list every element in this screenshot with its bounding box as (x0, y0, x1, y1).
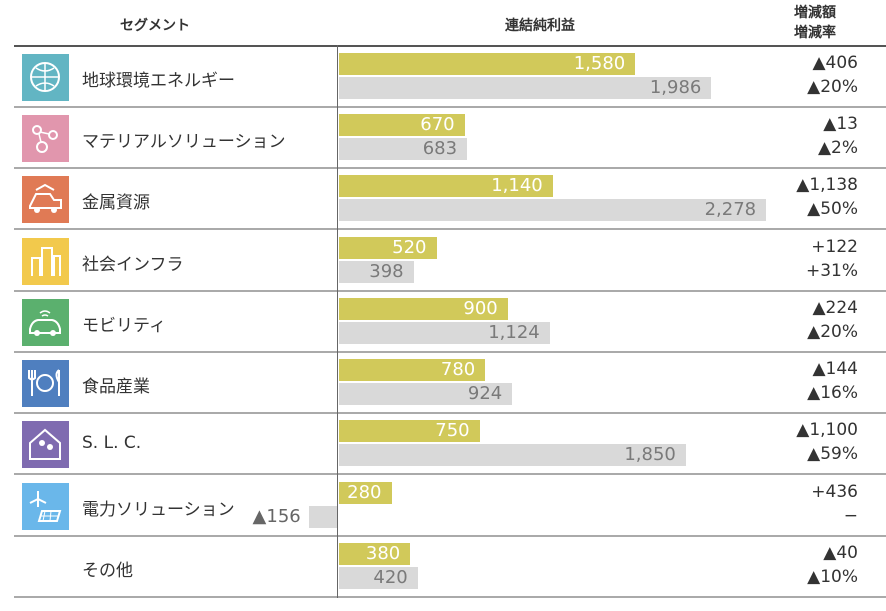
segment-name: モビリティ (82, 316, 166, 336)
bar-current: 670 (339, 114, 465, 136)
change-amount: ▲13 (823, 114, 858, 134)
change-amount: +122 (811, 237, 858, 257)
change-rate: +31% (805, 261, 858, 281)
car-icon (22, 299, 69, 346)
bar-current: 900 (339, 298, 508, 320)
bar-prior-label: ▲156 (252, 506, 301, 527)
bar-current-label: 280 (347, 482, 382, 503)
bar-prior: 924 (339, 383, 513, 405)
change-rate: ▲50% (807, 199, 858, 219)
change-rate: ▲59% (807, 444, 858, 464)
change-amount: ▲406 (812, 53, 858, 73)
bar-prior-label: 1,124 (488, 322, 540, 343)
segment-name: 金属資源 (82, 193, 150, 213)
segment-name: 地球環境エネルギー (82, 71, 235, 91)
segment-row: 金属資源 1,140 2,278 ▲1,138 ▲50% (14, 169, 886, 230)
header-change-rate: 増減率 (794, 25, 836, 41)
change-amount: ▲1,100 (796, 420, 858, 440)
mining-truck-icon (22, 176, 69, 223)
bar-prior-label: 924 (467, 383, 503, 404)
bar-prior: 1,850 (339, 444, 686, 466)
segment-row: マテリアルソリューション 670 683 ▲13 ▲2% (14, 108, 886, 169)
people-home-icon (22, 421, 69, 468)
bar-current-label: 1,580 (573, 53, 626, 74)
segment-row: 地球環境エネルギー 1,580 1,986 ▲406 ▲20% (14, 47, 886, 108)
segment-name: マテリアルソリューション (82, 132, 286, 152)
bar-current: 1,580 (339, 53, 636, 75)
bar-prior: 2,278 (339, 199, 767, 221)
buildings-icon (22, 238, 69, 285)
bar-prior: 420 (339, 567, 418, 589)
segment-name: 社会インフラ (82, 255, 184, 275)
bar-prior: 1,986 (339, 77, 712, 99)
change-rate: ▲2% (817, 138, 858, 158)
bar-current: 750 (339, 420, 480, 442)
segment-name: 食品産業 (82, 377, 150, 397)
bar-prior: 1,124 (339, 322, 550, 344)
bar-current-label: 670 (420, 114, 455, 135)
bar-current: 520 (339, 237, 437, 259)
zero-axis (337, 45, 338, 598)
globe-icon (22, 54, 69, 101)
segment-name: 電力ソリューション (82, 500, 235, 520)
change-rate: ▲10% (807, 567, 858, 587)
bar-prior-label: 683 (422, 138, 458, 159)
segment-row: 社会インフラ 520 398 +122 +31% (14, 231, 886, 292)
molecule-icon (22, 115, 69, 162)
bar-prior-label: 398 (369, 261, 404, 282)
header-divider (14, 45, 886, 47)
bar-current-label: 1,140 (491, 175, 543, 196)
bar-prior: 683 (339, 138, 468, 160)
bar-current-label: 780 (440, 359, 476, 380)
header-change-amount: 増減額 (794, 5, 836, 21)
segment-row: 電力ソリューション 280 ▲156 +436 − (14, 476, 886, 537)
change-rate: − (843, 506, 858, 526)
bar-prior (308, 506, 338, 528)
bar-prior-label: 1,850 (624, 444, 676, 465)
bar-current-label: 380 (365, 543, 401, 564)
change-rate: ▲20% (807, 322, 858, 342)
change-amount: ▲144 (812, 359, 858, 379)
bar-prior-label: 420 (373, 567, 408, 588)
change-rate: ▲16% (807, 383, 858, 403)
change-amount: ▲40 (823, 543, 858, 563)
bar-current-label: 750 (435, 420, 470, 441)
header-segment: セグメント (120, 18, 190, 34)
bar-current-label: 520 (392, 237, 427, 258)
bar-current: 780 (339, 359, 486, 381)
header-profit: 連結純利益 (505, 18, 575, 34)
segment-name: その他 (82, 561, 133, 581)
bar-prior-label: 2,278 (704, 199, 757, 220)
change-amount: +436 (811, 482, 858, 502)
bar-prior: 398 (339, 261, 414, 283)
wind-solar-icon (22, 483, 69, 530)
segment-name: S. L. C. (82, 433, 142, 453)
dining-icon (22, 360, 69, 407)
segment-row: その他 380 420 ▲40 ▲10% (14, 537, 886, 598)
segment-row: S. L. C. 750 1,850 ▲1,100 ▲59% (14, 414, 886, 475)
bar-prior-label: 1,986 (649, 77, 702, 98)
segment-row: 食品産業 780 924 ▲144 ▲16% (14, 353, 886, 414)
bar-current-label: 900 (463, 298, 498, 319)
change-rate: ▲20% (807, 77, 858, 97)
bar-current: 380 (339, 543, 411, 565)
bar-current: 1,140 (339, 175, 553, 197)
change-amount: ▲224 (812, 298, 858, 318)
segment-row: モビリティ 900 1,124 ▲224 ▲20% (14, 292, 886, 353)
bar-current: 280 (339, 482, 392, 504)
change-amount: ▲1,138 (796, 175, 858, 195)
